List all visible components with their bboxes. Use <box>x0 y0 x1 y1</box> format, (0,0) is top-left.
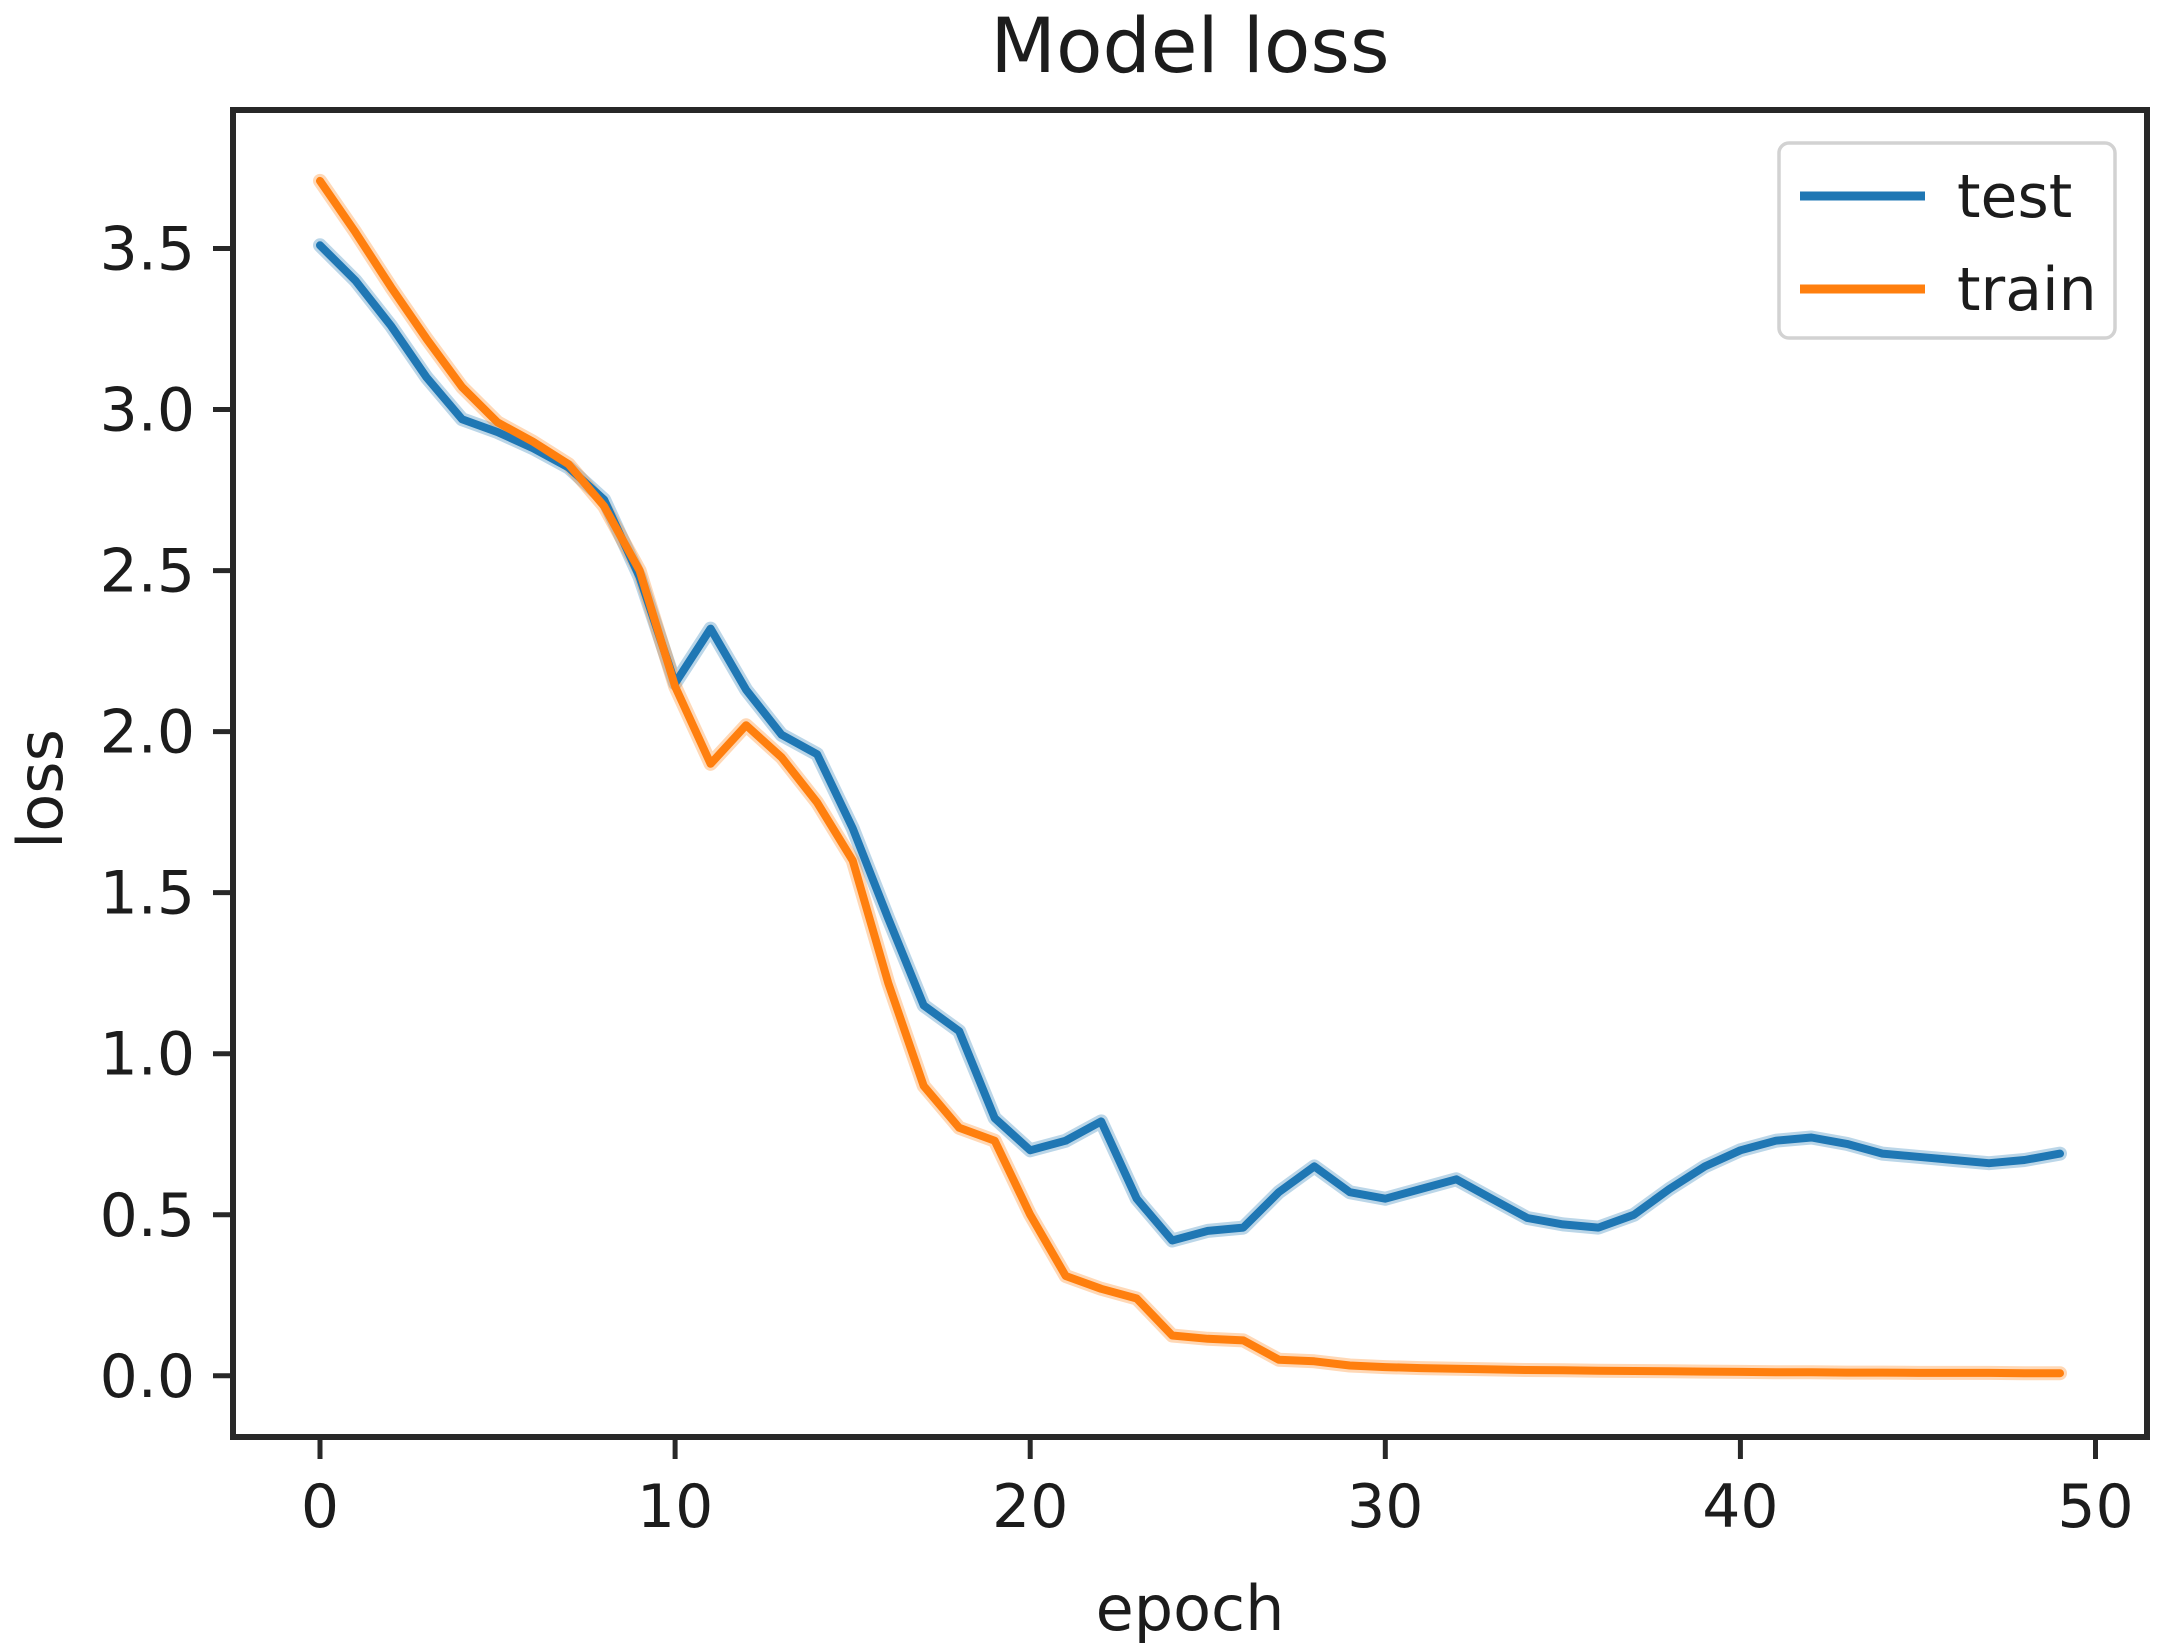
legend-test-label: test <box>1957 162 2072 232</box>
y-tick-label: 3.0 <box>100 376 195 446</box>
x-tick-label: 20 <box>992 1472 1068 1542</box>
y-tick-label: 0.0 <box>100 1342 195 1412</box>
chart-title: Model loss <box>990 1 1389 90</box>
x-tick-label: 40 <box>1702 1472 1778 1542</box>
series-lines <box>313 173 2067 1381</box>
y-axis-label: loss <box>4 729 77 849</box>
y-tick-label: 0.5 <box>100 1181 195 1251</box>
x-tick-label: 50 <box>2057 1472 2133 1542</box>
y-tick-label: 1.5 <box>100 859 195 929</box>
x-tick-label: 0 <box>301 1472 339 1542</box>
y-tick-label: 2.0 <box>100 698 195 768</box>
x-tick-label: 30 <box>1347 1472 1423 1542</box>
x-tick-label: 10 <box>637 1472 713 1542</box>
y-tick-label: 1.0 <box>100 1020 195 1090</box>
legend: test train <box>1777 141 2117 340</box>
test-line <box>316 241 2064 1245</box>
test-line-halo <box>313 238 2067 1248</box>
y-tick-label: 2.5 <box>100 537 195 607</box>
train-line <box>316 176 2064 1378</box>
train-line-halo <box>313 173 2067 1381</box>
legend-train-label: train <box>1957 255 2097 325</box>
x-axis-label: epoch <box>1096 1572 1285 1645</box>
y-tick-label: 3.5 <box>100 214 195 284</box>
y-axis-ticks: 0.0 0.5 1.0 1.5 2.0 2.5 3.0 3.5 <box>100 214 233 1412</box>
plot-area <box>230 107 2150 1440</box>
x-axis-ticks: 0 10 20 30 40 50 <box>301 1437 2134 1542</box>
